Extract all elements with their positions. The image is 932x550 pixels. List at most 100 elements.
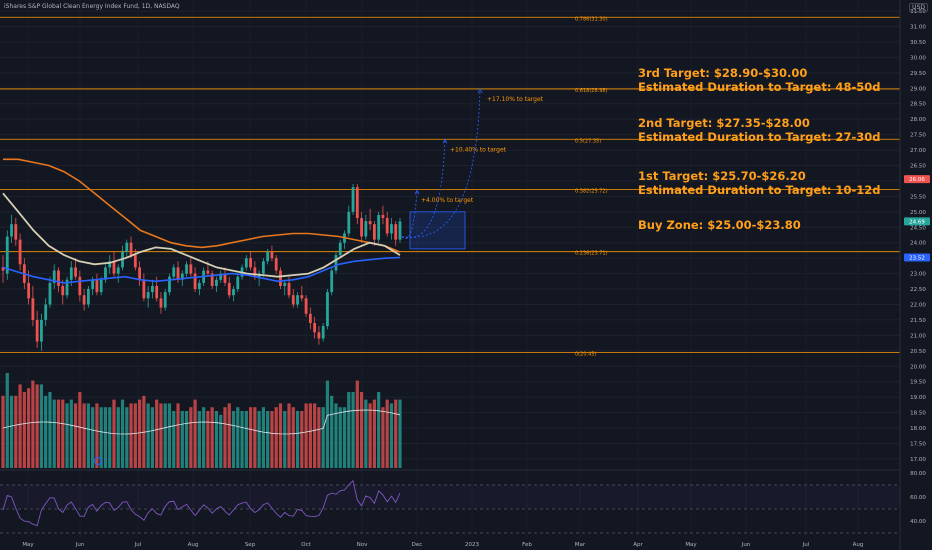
volume-bar [159, 403, 163, 468]
annotation-target-1: 1st Target: $25.70-$26.20 Estimated Dura… [638, 169, 880, 197]
x-tick-label: Jul [134, 542, 142, 548]
volume-bar [197, 411, 201, 468]
volume-bar [82, 403, 86, 468]
volume-bar [219, 414, 223, 468]
annotation-target-2: 2nd Target: $27.35-$28.00 Estimated Dura… [638, 116, 880, 144]
candle-body [104, 267, 107, 280]
volume-bar [270, 411, 274, 468]
candle-body [151, 285, 154, 293]
candle-body [270, 251, 274, 259]
candle-body [368, 221, 372, 225]
candle-body [163, 292, 167, 308]
volume-bar [1, 395, 5, 468]
volume-bar [248, 407, 253, 468]
fib-levels: 0.786(31.30) 0.618(28.98) 0.5(27.35) 0.382(… [0, 16, 900, 357]
y-tick-label: 21.00 [910, 333, 926, 339]
annotation-line: Buy Zone: $25.00-$23.80 [638, 218, 801, 232]
annotation-line: 2nd Target: $27.35-$28.00 [638, 116, 810, 130]
candle-body [14, 224, 18, 240]
fib-label: 0.618(28.98) [575, 88, 608, 94]
candle-body [40, 319, 43, 342]
candle-body [313, 323, 317, 333]
candle-body [44, 304, 48, 320]
y-tick-label: 19.50 [910, 380, 926, 386]
candle-body [125, 242, 129, 252]
volume-bar [202, 407, 206, 468]
volume-bar [355, 380, 359, 468]
fib-label: 0.236(23.71) [575, 251, 608, 257]
rsi-panel: 80.00 60.00 40.00 [0, 469, 926, 534]
y-tick-label: 22.50 [910, 287, 926, 293]
candle-body [176, 267, 180, 280]
volume-bar [22, 392, 26, 468]
target-projections: +4.00% to target +10.40% to target +17.10%… [401, 88, 544, 250]
candle-body [155, 285, 159, 299]
candle-body [31, 298, 35, 320]
volume-bar [206, 411, 210, 468]
y-tick-label: 20.50 [910, 349, 926, 355]
candle-body [390, 224, 393, 234]
volume-bar [368, 403, 372, 468]
moving-averages [2, 158, 401, 284]
y-tick-label: 21.50 [910, 318, 926, 324]
volume-bar [73, 403, 78, 468]
annotation-line: 1st Target: $25.70-$26.20 [638, 169, 806, 183]
volume-bar [283, 411, 287, 468]
volume-bar [9, 395, 14, 468]
volume-bar [125, 407, 129, 468]
projection-path [401, 190, 418, 239]
volume-bar [52, 399, 56, 468]
volume-bar [377, 392, 381, 468]
candle-body [10, 224, 13, 237]
candle-body [261, 261, 265, 274]
y-tick-label: 29.00 [910, 86, 926, 92]
volume-bar [189, 407, 193, 468]
projection-arrowhead [414, 189, 420, 195]
price-label-text: 26.06 [909, 177, 925, 183]
y-tick-label: 30.00 [910, 55, 926, 61]
volume-bar [167, 403, 172, 468]
candle-body [86, 289, 90, 305]
x-tick-label: Feb [522, 542, 532, 548]
volume-bar [35, 384, 39, 468]
x-tick-label: Jun [75, 542, 85, 548]
y-tick-label: 28.00 [910, 117, 926, 123]
candle-body [27, 282, 31, 299]
rsi-line [2, 479, 401, 527]
candle-body [223, 273, 227, 283]
price-axis: 17.00 17.50 18.00 18.50 19.00 19.50 20.00 20.50… [899, 0, 930, 550]
chart-title: iShares S&P Global Clean Energy Index Fu… [4, 3, 180, 10]
volume-bar [389, 403, 394, 468]
candle-body [227, 282, 231, 296]
projection-arrowhead [442, 138, 448, 144]
volume-bar [31, 380, 35, 468]
ma-mid-line [2, 192, 401, 278]
candle-body [112, 261, 116, 274]
candle-body [355, 187, 359, 219]
candle-body [338, 242, 342, 256]
candle-body [206, 270, 210, 274]
y-tick-label: 17.00 [910, 457, 926, 463]
volume-ma-line [2, 409, 401, 435]
volume-bar [244, 411, 248, 468]
volume-bar [240, 411, 244, 468]
volume-bar [146, 403, 150, 468]
candle-body [317, 332, 321, 339]
price-label-text: 23.52 [909, 256, 925, 262]
candle-body [18, 239, 22, 265]
candle-body [266, 251, 270, 262]
fib-label: 0.5(27.35) [575, 138, 601, 144]
x-tick-label: Apr [633, 542, 643, 548]
candle-body [146, 292, 150, 299]
currency-label[interactable]: USD [909, 3, 928, 12]
volume-bar [372, 399, 376, 468]
candle-body [244, 258, 248, 268]
candle-body [129, 242, 133, 256]
candle-body [5, 236, 9, 274]
x-tick-label: Dec [412, 542, 423, 548]
candle-body [1, 267, 5, 271]
volume-bar [334, 403, 338, 468]
x-tick-label: Aug [188, 542, 199, 548]
candle-body [351, 187, 355, 212]
